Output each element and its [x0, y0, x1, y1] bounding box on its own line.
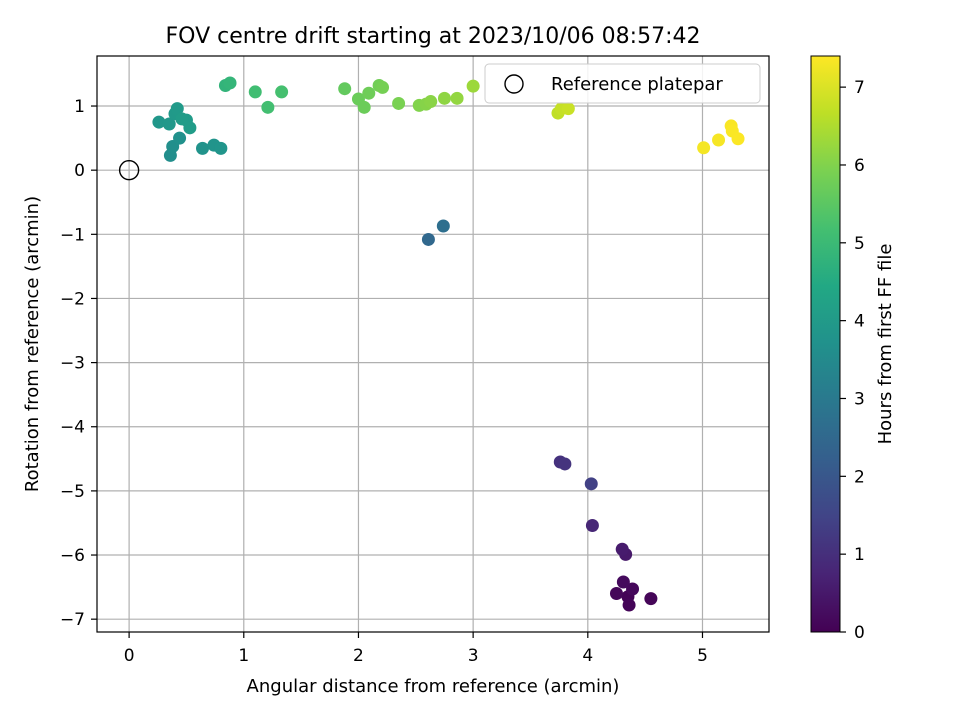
scatter-point [152, 115, 166, 129]
scatter-point [338, 82, 352, 96]
y-tick-label: −5 [60, 482, 85, 502]
y-tick-label: −1 [60, 225, 85, 245]
scatter-point [421, 232, 435, 246]
scatter-point [697, 141, 711, 155]
scatter-point [357, 100, 371, 114]
x-axis-ticks: 0 1 2 3 4 5 [124, 632, 708, 666]
colorbar-label: Hours from first FF file [875, 244, 896, 445]
scatter-point [223, 76, 237, 90]
colorbar [810, 55, 841, 633]
chart-title: FOV centre drift starting at 2023/10/06 … [166, 24, 701, 49]
x-axis-label: Angular distance from reference (arcmin) [247, 676, 620, 697]
scatter-point [644, 592, 658, 606]
scatter-point [609, 587, 623, 601]
scatter-point [162, 117, 176, 131]
x-tick-label: 3 [468, 646, 479, 666]
scatter-point [275, 85, 289, 99]
scatter-point [362, 86, 376, 100]
colorbar-tick-label: 6 [854, 156, 865, 176]
y-tick-label: −4 [60, 418, 85, 438]
scatter-point [584, 477, 598, 491]
scatter-point [173, 131, 187, 145]
y-axis-ticks: 1 0 −1 −2 −3 −4 −5 −6 −7 [60, 97, 97, 630]
x-tick-label: 5 [697, 646, 708, 666]
x-tick-label: 1 [238, 646, 249, 666]
scatter-point [712, 133, 726, 147]
scatter-points [152, 76, 745, 612]
grid-lines [97, 56, 769, 632]
scatter-point [436, 219, 450, 233]
colorbar-ticks: 0 1 2 3 4 5 6 7 [840, 78, 865, 643]
scatter-point [437, 91, 451, 105]
scatter-point [561, 102, 575, 116]
scatter-point [558, 457, 572, 471]
scatter-point [196, 141, 210, 155]
colorbar-tick-label: 4 [854, 312, 865, 332]
x-tick-label: 4 [582, 646, 593, 666]
scatter-point [466, 79, 480, 93]
y-tick-label: 1 [74, 97, 85, 117]
legend: Reference platepar [484, 63, 761, 104]
scatter-point [392, 96, 406, 110]
scatter-point [183, 121, 197, 135]
x-tick-label: 0 [124, 646, 135, 666]
legend-label-reference: Reference platepar [551, 74, 723, 95]
y-tick-label: 0 [74, 161, 85, 181]
colorbar-tick-label: 3 [854, 389, 865, 409]
colorbar-tick-label: 5 [854, 234, 865, 254]
y-tick-label: −2 [60, 289, 85, 309]
colorbar-tick-label: 0 [854, 623, 865, 643]
scatter-point [622, 598, 636, 612]
y-tick-label: −6 [60, 546, 85, 566]
x-tick-label: 2 [353, 646, 364, 666]
scatter-point [170, 102, 184, 116]
scatter-point [731, 132, 745, 146]
scatter-point [450, 91, 464, 105]
colorbar-tick-label: 7 [854, 78, 865, 98]
scatter-point [214, 141, 228, 155]
scatter-point [261, 100, 275, 114]
colorbar-tick-label: 2 [854, 467, 865, 487]
y-axis-label: Rotation from reference (arcmin) [22, 196, 43, 492]
scatter-point [424, 95, 438, 109]
scatter-point [626, 582, 640, 596]
legend-box [484, 63, 761, 104]
scatter-point [248, 85, 262, 99]
plot-frame [96, 55, 770, 633]
scatter-point [616, 575, 630, 589]
reference-platepar-marker [118, 159, 140, 181]
y-tick-label: −7 [60, 610, 85, 630]
colorbar-tick-label: 1 [854, 545, 865, 565]
y-tick-label: −3 [60, 354, 85, 374]
reference-marker [118, 159, 140, 181]
scatter-point [376, 80, 390, 94]
scatter-point [585, 519, 599, 533]
scatter-point [615, 542, 629, 556]
scatter-point [175, 112, 189, 126]
legend-marker-reference [504, 74, 524, 94]
